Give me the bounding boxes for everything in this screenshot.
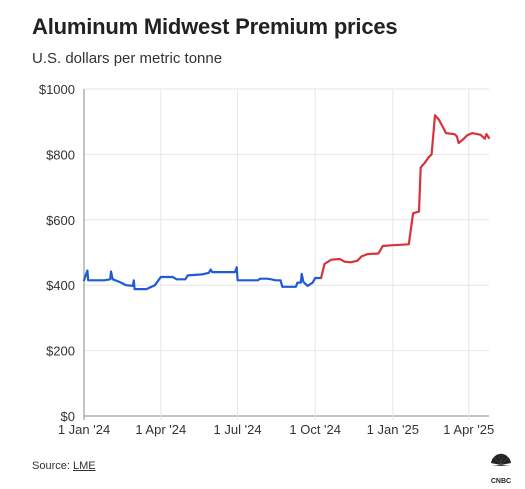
y-tick-label: $1000	[39, 82, 75, 97]
gridlines	[83, 88, 489, 420]
x-axis-ticks: 1 Jan '24 1 Apr '24 1 Jul '24 1 Oct '24 1 Ja…	[58, 422, 494, 437]
y-tick-label: $600	[46, 213, 75, 228]
source-note: Source: LME	[32, 460, 96, 472]
page-subtitle: U.S. dollars per metric tonne	[32, 50, 223, 67]
source-label: Source:	[32, 460, 73, 472]
series-line-1	[82, 266, 323, 291]
y-tick-label: $0	[61, 409, 75, 424]
series-line-2	[320, 114, 491, 280]
x-tick-label: 1 Oct '24	[289, 422, 341, 437]
cnbc-peacock-logo-icon: CNBC	[491, 453, 511, 485]
y-tick-label: $400	[46, 278, 75, 293]
logo-text: CNBC	[491, 478, 511, 485]
x-tick-label: 1 Jan '25	[367, 422, 419, 437]
y-tick-label: $800	[46, 147, 75, 162]
series-lines	[82, 114, 491, 291]
x-tick-label: 1 Jan '24	[58, 422, 110, 437]
page-title: Aluminum Midwest Premium prices	[32, 14, 398, 39]
source-link[interactable]: LME	[72, 460, 96, 472]
y-axis-ticks: $0 $200 $400 $600 $800 $1000	[39, 82, 75, 424]
x-tick-label: 1 Apr '25	[443, 422, 494, 437]
y-tick-label: $200	[46, 344, 75, 359]
x-tick-label: 1 Apr '24	[135, 422, 186, 437]
x-tick-label: 1 Jul '24	[214, 422, 262, 437]
